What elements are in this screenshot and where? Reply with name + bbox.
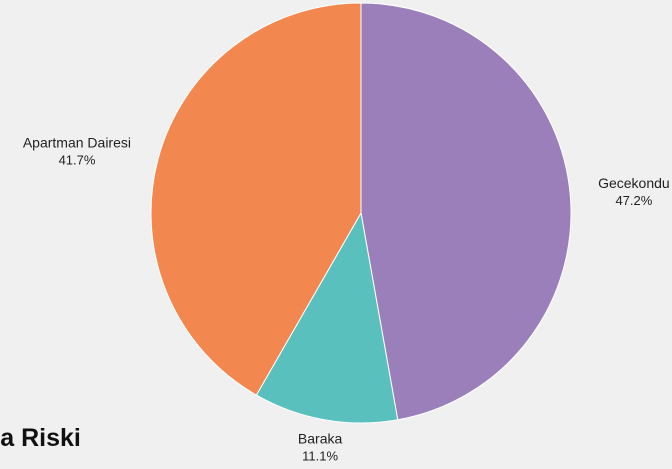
- pie-labels: Gecekondu 47.2% Baraka 11.1% Apartman Daires…: [23, 135, 670, 464]
- pie-value-baraka: 11.1%: [302, 449, 338, 464]
- pie-slice-gecekondu: [360, 2, 572, 421]
- pie-label-baraka: Baraka: [298, 431, 343, 447]
- partial-section-title: ma Riski: [0, 424, 81, 452]
- pie-label-gecekondu: Gecekondu: [598, 175, 670, 191]
- pie-label-apartman-dairesi: Apartman Dairesi: [23, 135, 131, 151]
- pie-value-gecekondu: 47.2%: [615, 193, 652, 208]
- pie-slices: [150, 2, 572, 424]
- pie-slice-baraka: [255, 211, 399, 424]
- pie-value-apartman-dairesi: 41.7%: [59, 153, 96, 168]
- pie-slice-apartman-dairesi: [150, 2, 362, 396]
